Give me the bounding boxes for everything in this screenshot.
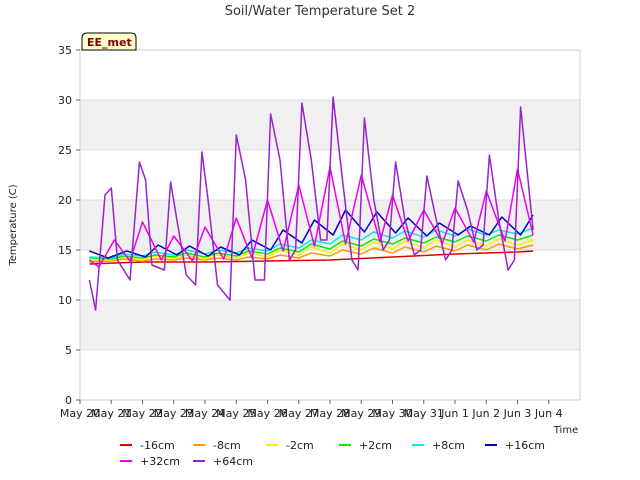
- x-tick-label: May 21: [91, 407, 131, 420]
- y-tick-label: 15: [58, 244, 72, 257]
- y-tick-label: 10: [58, 294, 72, 307]
- gridlines: [80, 49, 580, 401]
- y-tick-label: 20: [58, 194, 72, 207]
- series-line--8cm: [89, 243, 534, 263]
- y-tick-label: 35: [58, 44, 72, 57]
- series-line--2cm: [89, 238, 534, 261]
- legend-item: -16cm: [120, 439, 175, 452]
- x-tick-label: May 22: [122, 407, 162, 420]
- series-lines: [88, 96, 534, 311]
- x-tick-label: May 26: [247, 407, 287, 420]
- y-axis: 0 5 10 15 20 25 30 35: [58, 44, 80, 407]
- legend-label: -16cm: [140, 439, 175, 452]
- legend-label: -8cm: [213, 439, 241, 452]
- legend-item: -2cm: [266, 439, 314, 452]
- legend-item: +32cm: [120, 455, 180, 468]
- chart-title: Soil/Water Temperature Set 2: [225, 4, 416, 19]
- legend-item: +8cm: [412, 439, 465, 452]
- series-line-+16cm: [89, 209, 534, 259]
- series-line--16cm: [89, 250, 534, 265]
- x-tick-label: Jun 3: [503, 407, 532, 420]
- x-tick-label: May 29: [341, 407, 381, 420]
- y-tick-label: 25: [58, 144, 72, 157]
- legend-label: -2cm: [286, 439, 314, 452]
- x-tick-label: May 27: [279, 407, 319, 420]
- grid-band: [80, 100, 580, 150]
- badge-label: EE_met: [87, 36, 132, 49]
- series-line-+2cm: [89, 234, 534, 260]
- legend: -16cm -8cm -2cm +2cm +8cm +16cm +32cm +64cm: [120, 439, 545, 468]
- legend-item: -8cm: [193, 439, 241, 452]
- x-tick-label: May 25: [216, 407, 256, 420]
- legend-item: +2cm: [339, 439, 392, 452]
- grid-band: [80, 300, 580, 350]
- y-tick-label: 0: [65, 394, 72, 407]
- x-tick-label: May 20: [60, 407, 100, 420]
- legend-item: +64cm: [193, 455, 253, 468]
- x-tick-label: May 23: [154, 407, 194, 420]
- series-line-+32cm: [88, 166, 534, 268]
- x-tick-label: May 31: [404, 407, 444, 420]
- legend-label: +32cm: [140, 455, 180, 468]
- badge-shape: [81, 32, 137, 51]
- legend-label: +16cm: [505, 439, 545, 452]
- y-tick-label: 30: [58, 94, 72, 107]
- x-tick-label: May 30: [372, 407, 412, 420]
- x-tick-label: Jun 2: [471, 407, 500, 420]
- legend-label: +2cm: [359, 439, 392, 452]
- station-badge: EE_met: [81, 32, 137, 51]
- x-tick-label: Jun 1: [440, 407, 469, 420]
- legend-label: +8cm: [432, 439, 465, 452]
- legend-label: +64cm: [213, 455, 253, 468]
- legend-item: +16cm: [485, 439, 545, 452]
- series-line-+64cm: [88, 96, 534, 311]
- grid-bands: [80, 100, 580, 350]
- y-tick-label: 5: [65, 344, 72, 357]
- grid-band: [80, 200, 580, 250]
- x-axis-label: Time: [553, 425, 578, 436]
- x-tick-label: May 24: [185, 407, 225, 420]
- x-tick-label: Jun 4: [534, 407, 563, 420]
- x-tick-label: May 28: [310, 407, 350, 420]
- y-axis-label: Temperature (C): [8, 184, 19, 266]
